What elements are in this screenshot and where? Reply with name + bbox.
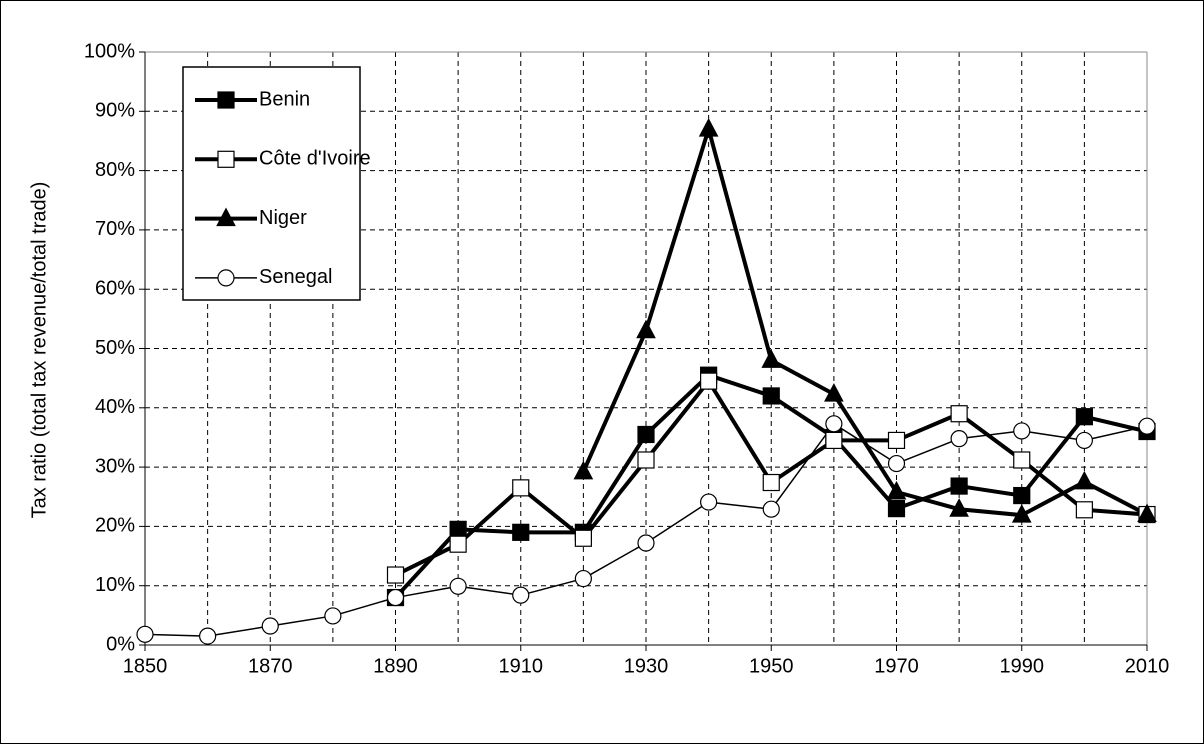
x-tick-label: 2010	[1125, 655, 1170, 677]
marker	[762, 473, 780, 492]
marker	[217, 269, 235, 287]
marker	[574, 529, 592, 547]
marker	[887, 431, 906, 450]
marker	[949, 498, 969, 517]
x-tick-label: 1950	[749, 655, 794, 677]
marker	[217, 150, 235, 168]
marker	[700, 493, 718, 511]
marker	[1075, 431, 1093, 450]
marker	[386, 566, 405, 584]
marker	[1075, 501, 1093, 519]
x-tick-label: 1910	[499, 655, 544, 677]
marker	[512, 479, 530, 497]
marker	[950, 430, 968, 448]
marker	[512, 523, 530, 541]
marker	[636, 319, 656, 339]
marker	[573, 460, 594, 480]
marker	[1013, 422, 1031, 440]
marker	[1138, 417, 1156, 435]
marker	[1137, 503, 1157, 523]
marker	[1013, 451, 1031, 469]
x-tick-label: 1890	[373, 655, 418, 677]
marker	[762, 387, 780, 405]
marker	[698, 118, 719, 137]
y-tick-label: 40%	[95, 396, 135, 418]
marker	[637, 451, 655, 469]
legend-box	[182, 66, 361, 301]
marker	[1013, 486, 1031, 505]
marker	[761, 349, 782, 368]
marker	[449, 520, 467, 538]
marker	[825, 431, 843, 450]
marker	[825, 415, 843, 433]
y-tick-label: 0%	[106, 633, 135, 655]
x-tick-label: 1990	[1000, 655, 1045, 677]
marker	[637, 425, 655, 444]
marker	[950, 405, 968, 423]
marker	[386, 588, 405, 607]
marker	[887, 454, 906, 473]
marker	[887, 500, 906, 518]
y-tick-label: 20%	[95, 515, 135, 537]
legend-label: Senegal	[259, 266, 332, 288]
marker	[216, 207, 236, 227]
marker	[449, 577, 467, 595]
marker	[1075, 408, 1093, 426]
marker	[261, 617, 279, 635]
marker	[762, 500, 780, 518]
marker	[1011, 504, 1032, 523]
legend-label: Côte d'Ivoire	[259, 148, 371, 170]
y-tick-label: 70%	[95, 218, 135, 240]
marker	[574, 569, 592, 588]
y-tick-label: 10%	[95, 574, 135, 596]
y-tick-label: 80%	[95, 159, 135, 181]
marker	[637, 534, 655, 552]
y-tick-label: 50%	[95, 337, 135, 359]
x-tick-label: 1970	[874, 655, 919, 677]
marker	[886, 480, 907, 500]
marker	[217, 91, 235, 109]
x-tick-label: 1850	[123, 655, 168, 677]
marker	[199, 627, 217, 645]
marker	[700, 372, 718, 390]
y-tick-label: 100%	[84, 40, 135, 62]
legend-label: Niger	[259, 207, 307, 229]
x-tick-label: 1930	[624, 655, 669, 677]
marker	[1074, 470, 1095, 490]
y-tick-label: 90%	[95, 100, 135, 122]
marker	[449, 535, 467, 553]
y-tick-label: 60%	[95, 277, 135, 299]
x-tick-label: 1870	[248, 655, 293, 677]
marker	[324, 607, 342, 625]
marker	[512, 586, 530, 604]
y-tick-label: 30%	[95, 455, 135, 477]
marker	[136, 625, 154, 643]
y-axis-label: Tax ratio (total tax revenue/total trade…	[28, 182, 50, 519]
legend-label: Benin	[259, 88, 310, 110]
marker	[824, 383, 844, 402]
marker	[950, 477, 968, 495]
